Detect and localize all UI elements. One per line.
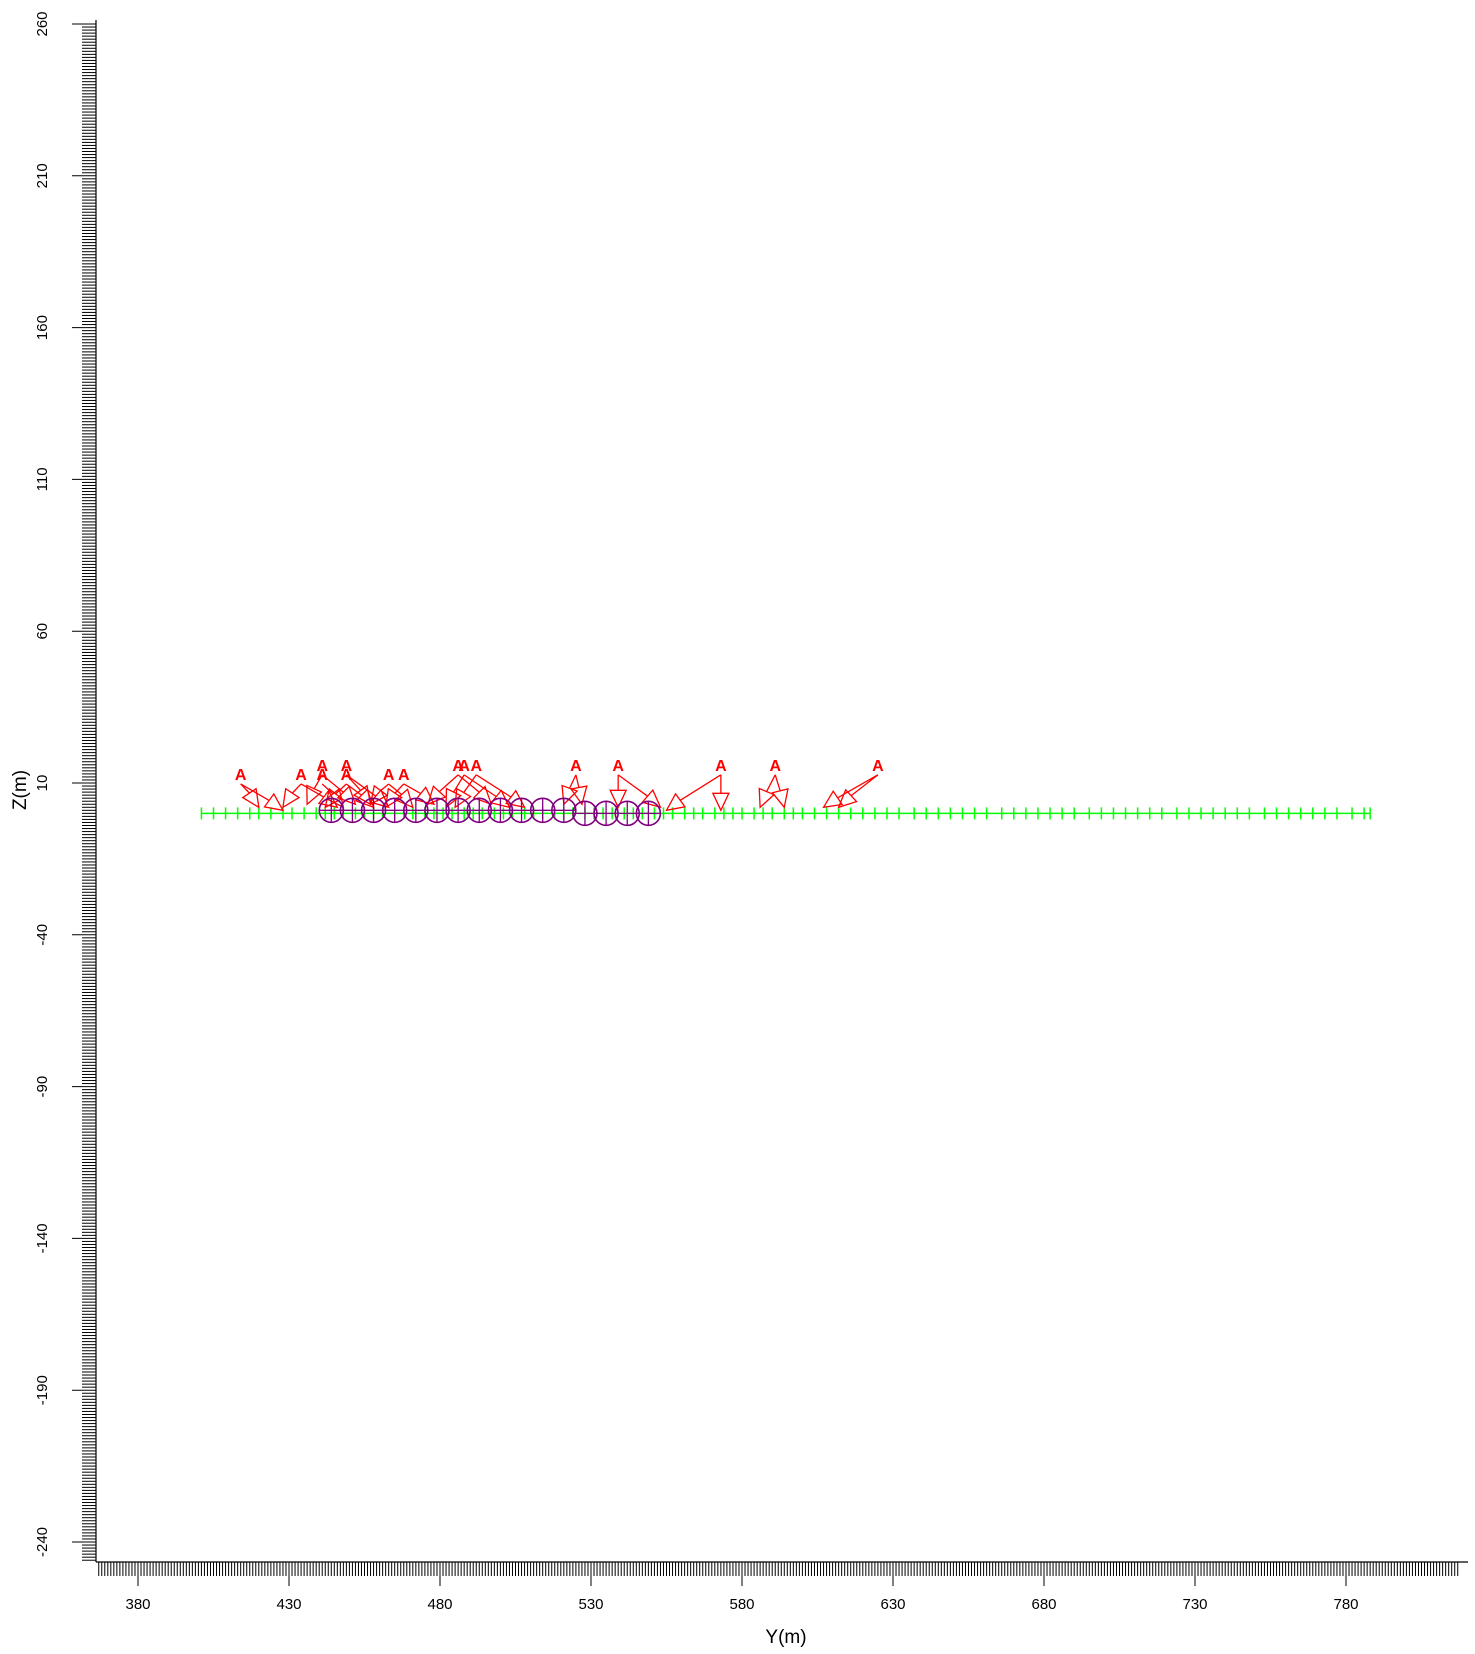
- y-axis-label: Z(m): [10, 770, 31, 810]
- z-tick-label: 210: [34, 163, 51, 188]
- y-tick-label: 530: [578, 1596, 603, 1613]
- annotation-arrow-head: [264, 794, 282, 810]
- annotation-label: A: [235, 767, 247, 784]
- z-tick-label: -40: [34, 924, 51, 946]
- z-tick-label: 160: [34, 315, 51, 340]
- annotation-label: A: [316, 767, 328, 784]
- annotation-arrow-shaft: [336, 784, 347, 794]
- z-axis: 260 210 160 110 60 10 -40 -90 -140 -190 -240: [34, 11, 96, 1562]
- z-tick-label: 10: [34, 775, 51, 792]
- annotation-arrow-head: [759, 789, 774, 808]
- source-marker: [636, 801, 660, 825]
- annotation-arrow-head: [772, 789, 788, 807]
- z-tick-label: 110: [34, 467, 51, 491]
- annotation-label: A: [398, 767, 410, 784]
- annotation-arrow-head: [283, 789, 299, 808]
- annotation-arrow-shaft: [301, 784, 324, 797]
- annotation-label: A: [295, 767, 307, 784]
- y-tick-label: 730: [1182, 1596, 1207, 1613]
- annotation-arrow-shaft: [241, 784, 269, 800]
- annotation-label: A: [570, 758, 582, 775]
- y-tick-label: 580: [729, 1596, 754, 1613]
- z-tick-label: -240: [34, 1527, 51, 1557]
- annotation-label: A: [341, 767, 353, 784]
- z-tick-label: 60: [34, 623, 51, 640]
- z-tick-label: -90: [34, 1076, 51, 1098]
- annotation-arrow-shaft: [292, 784, 301, 793]
- annotation-arrow-shaft: [381, 784, 389, 791]
- y-tick-label: 680: [1031, 1596, 1056, 1613]
- annotation-label: A: [383, 767, 395, 784]
- source-marker: [552, 798, 576, 822]
- x-axis-label: Y(m): [765, 1627, 806, 1648]
- annotation-arrow-shaft: [464, 775, 477, 793]
- annotation-arrow-shaft: [618, 775, 647, 796]
- annotation-label: A: [470, 758, 482, 775]
- annotation-arrow-shaft: [851, 775, 878, 796]
- y-tick-label: 380: [125, 1596, 150, 1613]
- y-axis: 380 430 480 530 580 630 680 730 780: [96, 1562, 1468, 1613]
- annotation-label: A: [872, 758, 884, 775]
- annotation-arrow-shaft: [767, 775, 776, 792]
- y-tick-label: 430: [276, 1596, 301, 1613]
- annotation-label: A: [715, 758, 727, 775]
- z-tick-label: 260: [34, 11, 51, 36]
- annotation-label: A: [612, 758, 624, 775]
- annotation-arrow-head: [243, 789, 259, 808]
- annotation-label: A: [458, 758, 470, 775]
- z-tick-label: -140: [34, 1223, 51, 1253]
- y-tick-label: 630: [880, 1596, 905, 1613]
- annotation-arrow-shaft: [576, 775, 579, 788]
- annotation-arrow-shaft: [570, 775, 576, 788]
- annotation-label: A: [769, 758, 781, 775]
- z-tick-label: -190: [34, 1375, 51, 1405]
- annotation-arrow-shaft: [395, 784, 404, 793]
- annotation-arrow-shaft: [404, 784, 421, 794]
- annotation-arrow-head: [667, 794, 685, 810]
- annotation-arrow-shaft: [775, 775, 780, 791]
- receiver-line: [201, 807, 1370, 819]
- y-tick-label: 480: [427, 1596, 452, 1613]
- y-tick-label: 780: [1333, 1596, 1358, 1613]
